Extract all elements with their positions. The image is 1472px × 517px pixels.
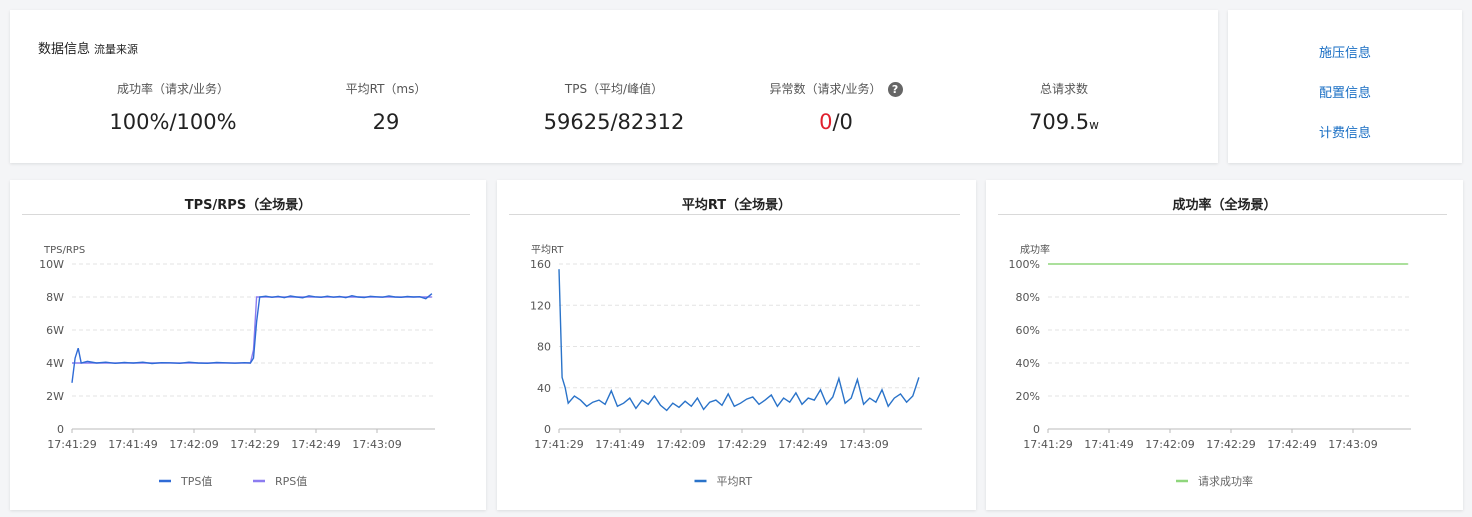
avg-rt-chart[interactable]: 平均RT 0 40 80 120 160 17:41:29 17:41:49 17:42:09 1… bbox=[497, 180, 976, 510]
x-tick-label: 17:43:09 bbox=[839, 438, 888, 451]
config-info-link[interactable]: 配置信息 bbox=[1228, 82, 1462, 101]
y-tick-label: 4W bbox=[46, 357, 64, 370]
x-tick-label: 17:42:29 bbox=[230, 438, 279, 451]
y-tick-label: 0 bbox=[1033, 423, 1040, 436]
metric-avg-rt-value: 29 bbox=[266, 110, 506, 134]
avg-rt-chart-card: 平均RT（全场景） 平均RT 0 40 80 120 160 17:41:29 17:41:4… bbox=[497, 180, 976, 510]
series-line-TPS值 bbox=[72, 294, 432, 383]
tps-rps-chart-card: TPS/RPS（全场景） TPS/RPS 0 2W 4W 6W 8W 10W 17:41:29… bbox=[10, 180, 486, 510]
metric-errors-request-value: 0 bbox=[819, 110, 832, 134]
legend-label: 平均RT bbox=[717, 475, 753, 488]
legend-label: RPS值 bbox=[275, 475, 307, 488]
y-axis-label: 平均RT bbox=[531, 244, 564, 256]
y-tick-label: 0 bbox=[544, 423, 551, 436]
y-tick-label: 60% bbox=[1016, 324, 1040, 337]
y-tick-label: 2W bbox=[46, 390, 64, 403]
metric-total-requests-number: 709.5 bbox=[1029, 110, 1089, 134]
y-tick-label: 20% bbox=[1016, 390, 1040, 403]
series-line-平均RT bbox=[559, 269, 919, 410]
y-axis-label: 成功率 bbox=[1020, 243, 1050, 256]
metric-tps-label: TPS（平均/峰值） bbox=[494, 80, 734, 98]
x-tick-label: 17:42:29 bbox=[717, 438, 766, 451]
y-tick-label: 80% bbox=[1016, 291, 1040, 304]
metric-total-requests-label: 总请求数 bbox=[944, 80, 1184, 98]
help-icon[interactable]: ? bbox=[888, 82, 903, 97]
y-tick-label: 160 bbox=[530, 258, 551, 271]
y-tick-label: 100% bbox=[1009, 258, 1040, 271]
metric-success-rate-value: 100%/100% bbox=[53, 110, 293, 134]
success-rate-chart[interactable]: 成功率 0 20% 40% 60% 80% 100% 17:41:29 17:41:49 17:4… bbox=[986, 180, 1463, 510]
traffic-source-link[interactable]: 流量来源 bbox=[94, 43, 138, 56]
legend-label: TPS值 bbox=[180, 475, 212, 488]
metric-total-requests: 总请求数 709.5w bbox=[944, 80, 1184, 134]
billing-info-link[interactable]: 计费信息 bbox=[1228, 122, 1462, 141]
y-tick-label: 40% bbox=[1016, 357, 1040, 370]
x-tick-label: 17:41:29 bbox=[534, 438, 583, 451]
metric-success-rate-label: 成功率（请求/业务） bbox=[53, 80, 293, 98]
x-tick-label: 17:42:09 bbox=[169, 438, 218, 451]
y-tick-label: 120 bbox=[530, 299, 551, 312]
metric-avg-rt-label: 平均RT（ms） bbox=[266, 80, 506, 98]
data-info-title: 数据信息 流量来源 bbox=[38, 38, 138, 57]
x-tick-label: 17:43:09 bbox=[352, 438, 401, 451]
metric-errors-label-text: 异常数（请求/业务） bbox=[769, 82, 881, 96]
x-tick-label: 17:42:49 bbox=[1267, 438, 1316, 451]
x-tick-label: 17:41:49 bbox=[1084, 438, 1133, 451]
y-tick-label: 6W bbox=[46, 324, 64, 337]
metric-errors-business-value: /0 bbox=[832, 110, 852, 134]
y-axis-label: TPS/RPS bbox=[43, 245, 85, 256]
x-tick-label: 17:41:49 bbox=[108, 438, 157, 451]
side-links-panel: 施压信息 配置信息 计费信息 bbox=[1228, 10, 1462, 163]
x-tick-label: 17:41:29 bbox=[47, 438, 96, 451]
metric-errors: 异常数（请求/业务）? 0/0 bbox=[716, 80, 956, 134]
legend-label: 请求成功率 bbox=[1198, 474, 1253, 488]
x-tick-label: 17:42:29 bbox=[1206, 438, 1255, 451]
x-tick-label: 17:41:29 bbox=[1023, 438, 1072, 451]
metric-errors-label: 异常数（请求/业务）? bbox=[716, 80, 956, 98]
data-info-title-text: 数据信息 bbox=[38, 42, 90, 57]
tps-rps-chart[interactable]: TPS/RPS 0 2W 4W 6W 8W 10W 17:41:29 17:41:49 17:42… bbox=[10, 180, 486, 510]
x-tick-label: 17:42:49 bbox=[291, 438, 340, 451]
metric-total-requests-value: 709.5w bbox=[944, 110, 1184, 134]
metric-success-rate: 成功率（请求/业务） 100%/100% bbox=[53, 80, 293, 134]
metric-tps: TPS（平均/峰值） 59625/82312 bbox=[494, 80, 734, 134]
metric-avg-rt: 平均RT（ms） 29 bbox=[266, 80, 506, 134]
y-tick-label: 10W bbox=[39, 258, 64, 271]
x-tick-label: 17:41:49 bbox=[595, 438, 644, 451]
x-tick-label: 17:42:49 bbox=[778, 438, 827, 451]
metric-errors-value: 0/0 bbox=[716, 110, 956, 134]
data-info-panel: 数据信息 流量来源 成功率（请求/业务） 100%/100% 平均RT（ms） 2… bbox=[10, 10, 1218, 163]
metric-total-requests-unit: w bbox=[1089, 118, 1099, 132]
y-tick-label: 0 bbox=[57, 423, 64, 436]
x-tick-label: 17:42:09 bbox=[1145, 438, 1194, 451]
y-tick-label: 80 bbox=[537, 341, 551, 354]
y-tick-label: 40 bbox=[537, 382, 551, 395]
series-line-RPS值 bbox=[72, 297, 432, 363]
metric-tps-value: 59625/82312 bbox=[494, 110, 734, 134]
pressure-info-link[interactable]: 施压信息 bbox=[1228, 42, 1462, 61]
success-rate-chart-card: 成功率（全场景） 成功率 0 20% 40% 60% 80% 100% 17:41:29 17:… bbox=[986, 180, 1463, 510]
x-tick-label: 17:43:09 bbox=[1328, 438, 1377, 451]
y-tick-label: 8W bbox=[46, 291, 64, 304]
x-tick-label: 17:42:09 bbox=[656, 438, 705, 451]
